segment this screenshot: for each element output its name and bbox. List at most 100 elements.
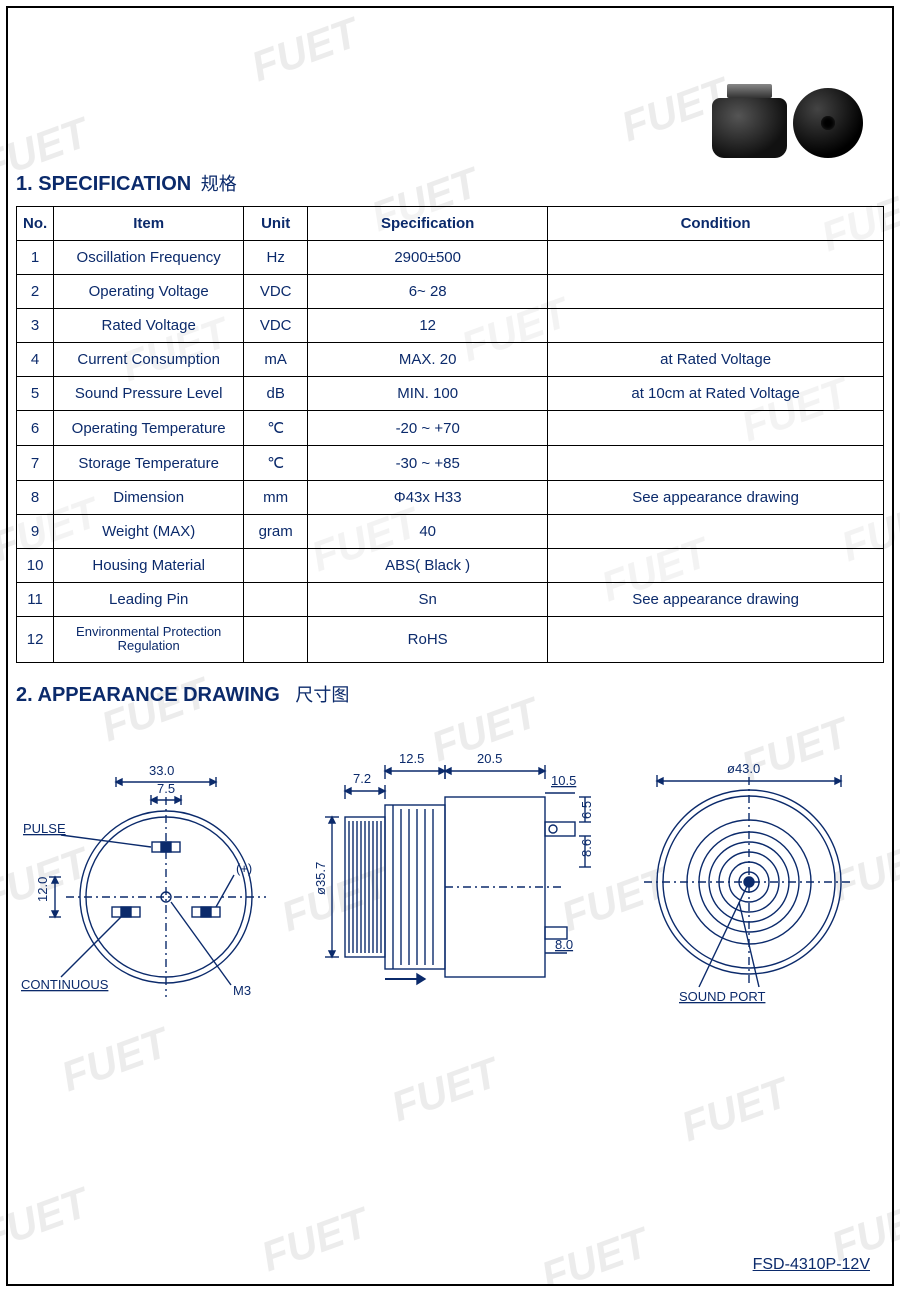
- cell-unit: [244, 617, 308, 663]
- cell-spec: 40: [308, 515, 548, 549]
- table-row: 5Sound Pressure LeveldBMIN. 100at 10cm a…: [17, 377, 884, 411]
- cell-no: 3: [17, 309, 54, 343]
- cell-cond: [548, 411, 884, 446]
- table-row: 9Weight (MAX)gram40: [17, 515, 884, 549]
- cell-no: 4: [17, 343, 54, 377]
- svg-text:M3: M3: [233, 983, 251, 998]
- section1-label: SPECIFICATION: [38, 173, 191, 195]
- table-row: 6Operating Temperature℃-20 ~ +70: [17, 411, 884, 446]
- cell-unit: Hz: [244, 241, 308, 275]
- th-cond: Condition: [548, 207, 884, 241]
- section2-title: 2. APPEARANCE DRAWING 尺寸图: [16, 681, 884, 707]
- cell-spec: RoHS: [308, 617, 548, 663]
- side-view-drawing: 7.2 12.5 20.5 10.5 6.5 8.6: [295, 727, 605, 1017]
- svg-text:(+): (+): [236, 861, 252, 876]
- cell-item: Weight (MAX): [54, 515, 244, 549]
- section1-num: 1.: [16, 173, 33, 195]
- section2-num: 2.: [16, 684, 33, 706]
- cell-item: Operating Voltage: [54, 275, 244, 309]
- svg-text:7.2: 7.2: [353, 771, 371, 786]
- cell-spec: 12: [308, 309, 548, 343]
- front-view-drawing: ø43.0 SOUND PORT: [619, 727, 879, 1017]
- svg-text:CONTINUOUS: CONTINUOUS: [21, 977, 109, 992]
- cell-unit: [244, 549, 308, 583]
- cell-spec: Φ43x H33: [308, 481, 548, 515]
- table-row: 2Operating VoltageVDC6~ 28: [17, 275, 884, 309]
- back-view-drawing: M3 PULSE CONTINUOUS (+) 33.0: [21, 727, 281, 1017]
- cell-cond: [548, 515, 884, 549]
- svg-text:33.0: 33.0: [149, 763, 174, 778]
- cell-cond: [548, 309, 884, 343]
- th-no: No.: [17, 207, 54, 241]
- table-row: 3Rated VoltageVDC12: [17, 309, 884, 343]
- th-spec: Specification: [308, 207, 548, 241]
- cell-spec: ABS( Black ): [308, 549, 548, 583]
- section2-cn: 尺寸图: [295, 685, 349, 705]
- cell-item: Rated Voltage: [54, 309, 244, 343]
- svg-text:7.5: 7.5: [157, 781, 175, 796]
- cell-unit: ℃: [244, 446, 308, 481]
- cell-spec: 6~ 28: [308, 275, 548, 309]
- svg-text:PULSE: PULSE: [23, 821, 66, 836]
- svg-text:ø43.0: ø43.0: [727, 761, 760, 776]
- svg-text:20.5: 20.5: [477, 751, 502, 766]
- spec-tbody: 1Oscillation FrequencyHz2900±500 2Operat…: [17, 241, 884, 663]
- table-header-row: No. Item Unit Specification Condition: [17, 207, 884, 241]
- cell-item: Housing Material: [54, 549, 244, 583]
- cell-unit: VDC: [244, 275, 308, 309]
- svg-text:6.5: 6.5: [579, 801, 594, 819]
- cell-no: 5: [17, 377, 54, 411]
- table-row: 1Oscillation FrequencyHz2900±500: [17, 241, 884, 275]
- svg-text:10.5: 10.5: [551, 773, 576, 788]
- cell-cond: See appearance drawing: [548, 583, 884, 617]
- cell-unit: gram: [244, 515, 308, 549]
- cell-item: Environmental Protection Regulation: [54, 617, 244, 663]
- cell-spec: MIN. 100: [308, 377, 548, 411]
- table-row: 12Environmental Protection Regulation RoH…: [17, 617, 884, 663]
- svg-text:ø35.7: ø35.7: [313, 861, 328, 894]
- cell-item: Leading Pin: [54, 583, 244, 617]
- page-border: 1. SPECIFICATION 规格 No. Item Unit Specif…: [6, 6, 894, 1286]
- cell-item: Sound Pressure Level: [54, 377, 244, 411]
- cell-spec: -20 ~ +70: [308, 411, 548, 446]
- cell-unit: ℃: [244, 411, 308, 446]
- svg-text:8.0: 8.0: [555, 937, 573, 952]
- section1-cn: 规格: [201, 174, 237, 194]
- buzzer-photo-front: [793, 88, 863, 158]
- section1-title: 1. SPECIFICATION 规格: [16, 170, 884, 196]
- cell-spec: MAX. 20: [308, 343, 548, 377]
- cell-cond: [548, 617, 884, 663]
- appearance-drawing: M3 PULSE CONTINUOUS (+) 33.0: [16, 727, 884, 1017]
- cell-unit: VDC: [244, 309, 308, 343]
- table-row: 4Current ConsumptionmAMAX. 20at Rated Vo…: [17, 343, 884, 377]
- buzzer-photo-back: [712, 98, 787, 158]
- cell-item: Oscillation Frequency: [54, 241, 244, 275]
- cell-no: 10: [17, 549, 54, 583]
- cell-item: Operating Temperature: [54, 411, 244, 446]
- svg-text:12.5: 12.5: [399, 751, 424, 766]
- cell-item: Storage Temperature: [54, 446, 244, 481]
- cell-spec: Sn: [308, 583, 548, 617]
- table-row: 10Housing Material ABS( Black ): [17, 549, 884, 583]
- cell-cond: [548, 549, 884, 583]
- footer-part-number: FSD-4310P-12V: [753, 1256, 870, 1274]
- spec-table: No. Item Unit Specification Condition 1O…: [16, 206, 884, 663]
- cell-no: 12: [17, 617, 54, 663]
- cell-no: 11: [17, 583, 54, 617]
- cell-no: 1: [17, 241, 54, 275]
- cell-cond: [548, 446, 884, 481]
- table-row: 11Leading Pin SnSee appearance drawing: [17, 583, 884, 617]
- cell-unit: mA: [244, 343, 308, 377]
- cell-cond: [548, 275, 884, 309]
- svg-text:12.0: 12.0: [35, 876, 50, 901]
- table-row: 7Storage Temperature℃-30 ~ +85: [17, 446, 884, 481]
- svg-text:8.6: 8.6: [579, 839, 594, 857]
- cell-item: Dimension: [54, 481, 244, 515]
- cell-spec: -30 ~ +85: [308, 446, 548, 481]
- cell-no: 2: [17, 275, 54, 309]
- th-unit: Unit: [244, 207, 308, 241]
- cell-spec: 2900±500: [308, 241, 548, 275]
- cell-unit: dB: [244, 377, 308, 411]
- cell-no: 6: [17, 411, 54, 446]
- section2-label: APPEARANCE DRAWING: [38, 684, 280, 706]
